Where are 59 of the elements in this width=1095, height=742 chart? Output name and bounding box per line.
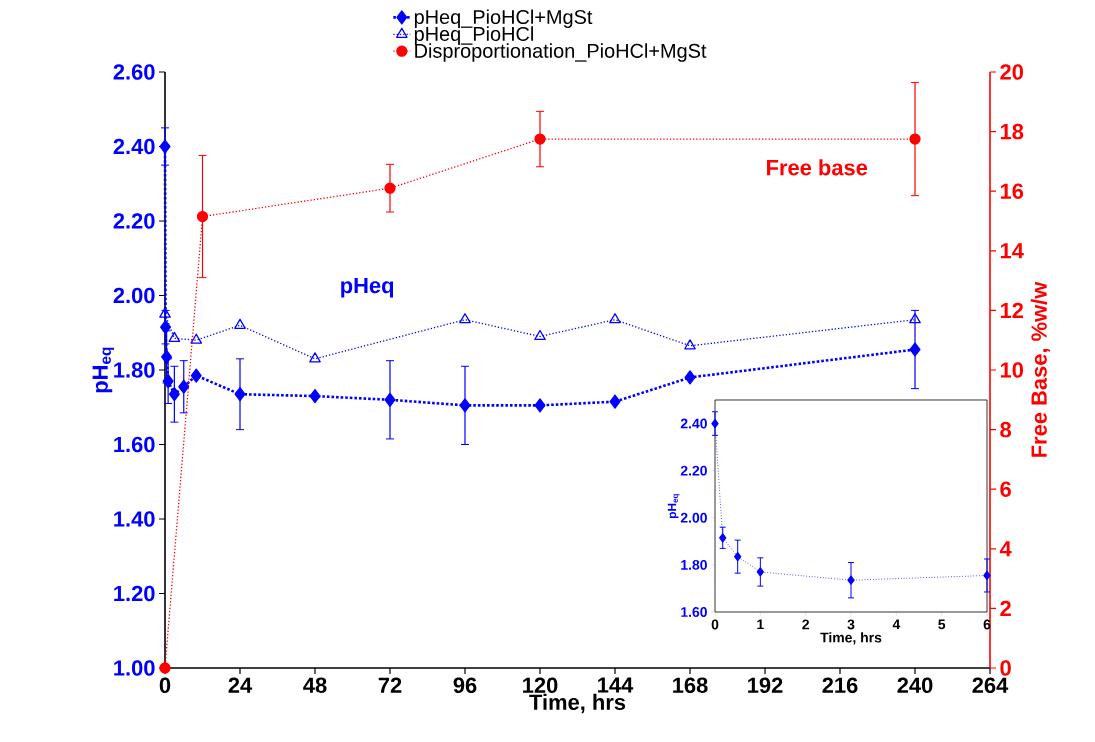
legend-label: pHeq_PioHCl+MgSt	[414, 9, 593, 29]
legend-label: pHeq_PioHCl	[414, 26, 533, 45]
x-tick-label: 120	[523, 677, 558, 694]
x-tick-label: 144	[598, 677, 634, 693]
x-tick-label: 1	[757, 619, 764, 630]
x-tick-label: 192	[748, 677, 783, 694]
y-tick-label: 2.60	[113, 64, 155, 80]
x-tick-label: 216	[822, 677, 858, 694]
point	[159, 662, 171, 674]
y-axis-title: pH$_{eq}$	[92, 347, 114, 393]
y2-axis-title: Free Base, %w/w	[1030, 281, 1051, 457]
point	[909, 133, 921, 145]
y-tick-label: 1.00	[114, 660, 155, 676]
point	[847, 575, 855, 585]
point	[534, 133, 546, 145]
y-tick-label: 2.00	[680, 512, 707, 523]
x-tick-label: 24	[228, 677, 253, 693]
point	[196, 210, 209, 223]
y-tick-label: 2.00	[113, 287, 155, 304]
x-tick-label: 3	[847, 619, 855, 630]
y2-tick-label: 10	[1000, 362, 1024, 378]
y-tick-label: 1.60	[114, 436, 155, 453]
y2-tick-label: 12	[1000, 302, 1024, 319]
y2-tick-label: 4	[999, 541, 1012, 557]
x-tick-label: 72	[378, 677, 402, 693]
x-axis-title: Time, hrs	[529, 693, 626, 714]
x-tick-label: 96	[453, 677, 477, 694]
y2-tick-label: 18	[1000, 123, 1024, 140]
y-tick-label: 2.20	[113, 213, 155, 229]
y-tick-label: 1.40	[114, 511, 155, 527]
x-axis-title: Time, hrs	[820, 632, 882, 645]
y-tick-label: 1.20	[114, 585, 155, 602]
y2-tick-label: 14	[1000, 243, 1024, 259]
x-tick-label: 0	[711, 619, 719, 630]
y2-tick-label: 6	[1000, 481, 1011, 497]
y2-tick-label: 0	[1000, 660, 1011, 676]
y-tick-label: 1.80	[114, 362, 155, 378]
y2-tick-label: 20	[1000, 64, 1024, 80]
y2-tick-label: 2	[1000, 600, 1011, 617]
legend-label: Disproportionation_PioHCl+MgSt	[415, 43, 707, 62]
x-tick-label: 0	[159, 677, 171, 694]
y-tick-label: 2.20	[680, 465, 707, 476]
point	[384, 182, 396, 194]
y-axis-title: pH$_{eq}$	[667, 494, 680, 519]
x-tick-label: 48	[303, 677, 327, 694]
x-tick-label: 168	[673, 677, 708, 694]
x-tick-label: 240	[897, 677, 933, 694]
y2-tick-label: 16	[1000, 183, 1024, 199]
y-tick-label: 2.40	[680, 418, 707, 429]
x-tick-label: 2	[802, 619, 809, 630]
y-tick-label: 2.40	[113, 138, 155, 155]
y2-tick-label: 8	[1000, 421, 1012, 438]
annotation: Free base	[767, 159, 868, 176]
x-tick-label: 5	[938, 619, 946, 630]
x-tick-label: 264	[972, 677, 1009, 694]
y-tick-label: 1.60	[681, 607, 707, 617]
annotation: pHeq	[341, 277, 394, 298]
y-tick-label: 1.80	[681, 559, 707, 570]
x-tick-label: 4	[892, 619, 901, 630]
